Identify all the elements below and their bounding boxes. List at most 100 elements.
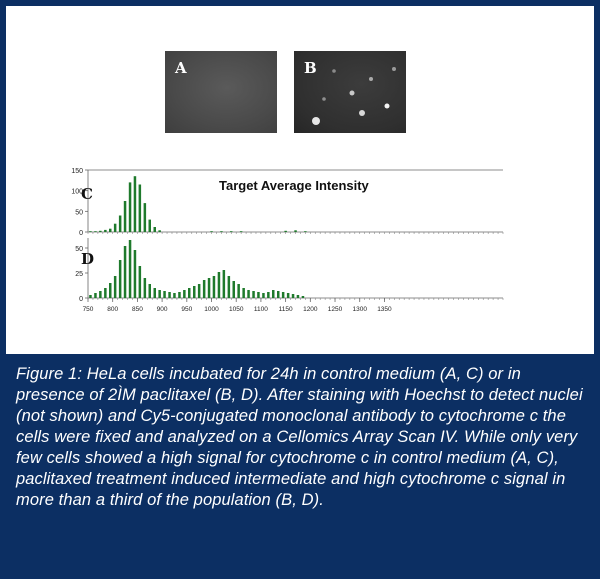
chart-c-bar [153,227,156,232]
chart-d-x-tick-label: 1250 [328,306,343,313]
chart-d-y-tick-label: 50 [75,246,83,253]
chart-d-bar [173,293,176,298]
chart-d-bar [232,281,235,298]
chart-d-x-tick-label: 900 [157,306,168,313]
chart-d-x-tick-label: 950 [181,306,192,313]
chart-c-bar [158,230,161,232]
chart-d-x-tick-label: 1300 [352,306,367,313]
chart-d-bar [286,293,290,298]
chart-d-bar [99,291,102,298]
chart-d-x-tick-label: 1000 [204,306,219,313]
chart-d-bar [168,292,171,298]
figure-panel-area: A B C Target Average Intensity [6,6,594,354]
panel-label-a: A [175,59,187,77]
chart-d-y-tick-label: 25 [75,271,83,278]
chart-d-bar [109,283,112,298]
chart-d-bar [202,280,206,298]
chart-c-bar [94,231,97,232]
panel-label-b: B [304,59,317,77]
chart-c-y-tick-label: 0 [79,230,83,237]
chart-d-bar [296,295,300,298]
chart-c-bar [118,215,122,232]
histogram-charts: C Target Average Intensity 0 50 100 150 D 0… [71,168,504,313]
chart-d-label: D [81,250,94,268]
chart-d-x-tick-label: 1150 [279,306,293,313]
chart-c-bar [239,231,243,232]
chart-d-bar [153,288,156,298]
chart-d-bar [237,284,240,298]
chart-d-bar [138,266,142,298]
chart-d-bar [193,286,196,298]
chart-d-bar [188,288,191,298]
chart-d-bar [143,278,147,298]
histogram-c: C Target Average Intensity 0 50 100 150 [71,168,504,237]
chart-d-bar [163,291,166,298]
microscopy-image-b: B [294,51,406,133]
chart-c-y-tick-label: 50 [75,209,83,216]
chart-c-bar [210,231,213,232]
chart-d-bar [128,240,132,298]
chart-c-bar [143,203,147,232]
chart-d-bar [178,292,181,298]
chart-c-bar [109,228,112,232]
chart-d-x-tick-label: 800 [107,306,118,313]
chart-d-x-tick-label: 1350 [377,306,392,313]
chart-c-y-tick-label: 150 [71,168,83,175]
chart-c-bar [220,231,223,232]
chart-d-bar [227,276,231,298]
chart-d-bar [158,290,161,298]
chart-d-bar [94,293,97,298]
chart-c-y-tick-label: 100 [71,189,83,196]
chart-d-x-tick-label: 1050 [229,306,244,313]
chart-d-x-tick-label: 850 [132,306,143,313]
chart-d-bar [212,276,216,298]
chart-d-bar [272,290,275,298]
chart-d-bar [89,295,92,298]
histogram-d: D 0 25 50 750 800 850 900 950 1000 1050 1100 1150 1… [75,238,504,313]
chart-d-bar [222,270,226,298]
chart-c-bar [284,230,287,232]
chart-d-bar [262,293,265,298]
chart-c-bar [123,201,127,232]
chart-d-bar [183,290,186,298]
chart-c-bar [304,231,307,232]
chart-d-bar [197,284,201,298]
chart-c-bar [294,230,297,232]
chart-d-bar [123,246,127,298]
chart-d-bar [277,291,280,298]
chart-c-bar [104,229,107,232]
chart-c-bar [230,231,233,232]
chart-d-bar [281,292,285,298]
chart-c-bar [133,176,137,232]
chart-d-bar [257,292,260,298]
chart-d-bar [118,260,122,298]
chart-d-y-tick-label: 0 [79,296,83,303]
chart-c-bar [113,223,117,232]
chart-c-bar [89,231,92,232]
chart-d-bar [291,294,295,298]
chart-d-bar [207,278,211,298]
chart-d-x-tick-label: 750 [83,306,94,313]
chart-c-title: Target Average Intensity [219,178,370,193]
chart-c-bar [148,219,151,232]
figure-caption: Figure 1: HeLa cells incubated for 24h i… [16,365,583,509]
chart-d-bar [267,292,270,298]
chart-d-bar [148,284,151,298]
chart-c-label: C [81,185,93,203]
chart-c-bar [99,230,102,232]
chart-d-bar [301,296,305,298]
chart-d-bar [252,291,255,298]
chart-d-bar [133,250,137,298]
chart-d-bar [247,290,250,298]
bright-cells-overlay [312,67,396,125]
microscopy-image-a: A [165,51,277,133]
chart-d-x-tick-label: 1100 [254,306,268,313]
chart-d-bar [104,288,107,298]
chart-d-bar [242,288,245,298]
chart-c-bar [128,182,132,232]
chart-c-bar [138,184,142,232]
chart-d-bar [113,276,117,298]
chart-d-x-tick-label: 1200 [303,306,318,313]
chart-d-bar [217,272,221,298]
